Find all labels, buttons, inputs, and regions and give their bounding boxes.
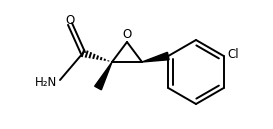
Polygon shape (142, 52, 169, 62)
Text: H₂N: H₂N (35, 75, 57, 88)
Polygon shape (95, 62, 112, 90)
Text: O: O (122, 27, 132, 41)
Text: O: O (65, 14, 75, 26)
Text: Cl: Cl (228, 49, 239, 62)
